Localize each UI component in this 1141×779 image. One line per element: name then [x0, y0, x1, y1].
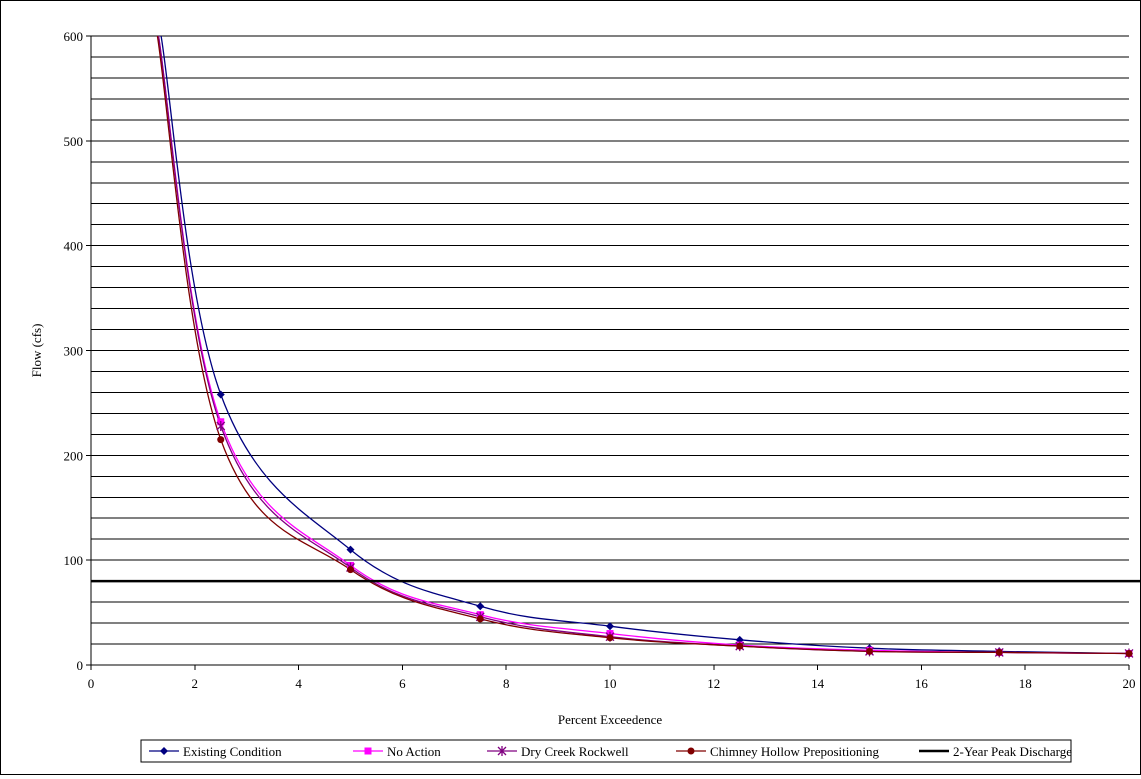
series-line-no-action [157, 35, 1130, 655]
y-axis-label: Flow (cfs) [29, 324, 44, 378]
legend-label-no-action: No Action [387, 744, 441, 759]
x-tick-label: 18 [1019, 676, 1032, 691]
x-tick-label: 20 [1123, 676, 1136, 691]
data-point-chimney-hollow-prepositioning [866, 647, 873, 655]
legend-box [140, 739, 1072, 763]
axes [86, 35, 1130, 670]
data-point-chimney-hollow-prepositioning [476, 615, 484, 623]
data-point-existing-condition [346, 545, 355, 554]
legend-label-existing-condition: Existing Condition [183, 744, 282, 759]
legend-marker-dry-creek-rockwell [497, 746, 507, 756]
legend-marker-no-action [364, 747, 372, 755]
series-line-chimney-hollow-prepositioning [156, 35, 1130, 655]
data-point-chimney-hollow-prepositioning [736, 642, 744, 650]
x-tick-label: 16 [915, 676, 929, 691]
gridlines [91, 35, 1129, 645]
data-point-existing-condition [216, 390, 225, 399]
x-axis-label: Percent Exceedence [558, 712, 663, 727]
series-lines [91, 35, 1140, 655]
x-tick-label: 14 [811, 676, 825, 691]
y-tick-label: 600 [64, 29, 84, 44]
y-tick-label: 200 [64, 448, 84, 463]
x-tick-label: 2 [192, 676, 199, 691]
data-point-existing-condition [606, 622, 614, 631]
x-tick-label: 6 [399, 676, 406, 691]
data-point-chimney-hollow-prepositioning [1125, 649, 1133, 657]
legend-label-chimney-hollow-prepositioning: Chimney Hollow Prepositioning [710, 744, 880, 759]
legend-marker-existing-condition [160, 747, 168, 755]
x-tick-label: 4 [295, 676, 302, 691]
x-tick-label: 0 [88, 676, 95, 691]
legend-marker-chimney-hollow-prepositioning [687, 747, 695, 755]
data-point-dry-creek-rockwell [216, 420, 226, 431]
y-tick-label: 400 [64, 239, 84, 254]
data-point-chimney-hollow-prepositioning [606, 634, 614, 642]
y-tick-label: 100 [64, 553, 84, 568]
y-tick-label: 300 [64, 344, 84, 359]
x-tick-label: 10 [604, 676, 617, 691]
data-point-chimney-hollow-prepositioning [217, 436, 225, 444]
x-tick-label: 12 [707, 676, 720, 691]
y-tick-label: 0 [77, 658, 84, 673]
y-tick-label: 500 [64, 134, 84, 149]
series-line-dry-creek-rockwell [157, 35, 1130, 655]
legend: Existing Condition No Action Dry Creek Roc… [140, 739, 1072, 763]
data-point-chimney-hollow-prepositioning [995, 648, 1003, 656]
data-point-existing-condition [476, 602, 485, 611]
legend-label-dry-creek-rockwell: Dry Creek Rockwell [521, 744, 629, 759]
data-point-chimney-hollow-prepositioning [347, 566, 354, 574]
tick-labels: 0 100 200 300 400 500 600 0 2 4 6 8 10 12 14 16 18 20 [64, 29, 1136, 691]
legend-label-2-year-peak-discharge: 2-Year Peak Discharge [953, 744, 1072, 759]
series-markers [216, 390, 1134, 659]
series-line-existing-condition [160, 35, 1130, 655]
x-tick-label: 8 [503, 676, 510, 691]
